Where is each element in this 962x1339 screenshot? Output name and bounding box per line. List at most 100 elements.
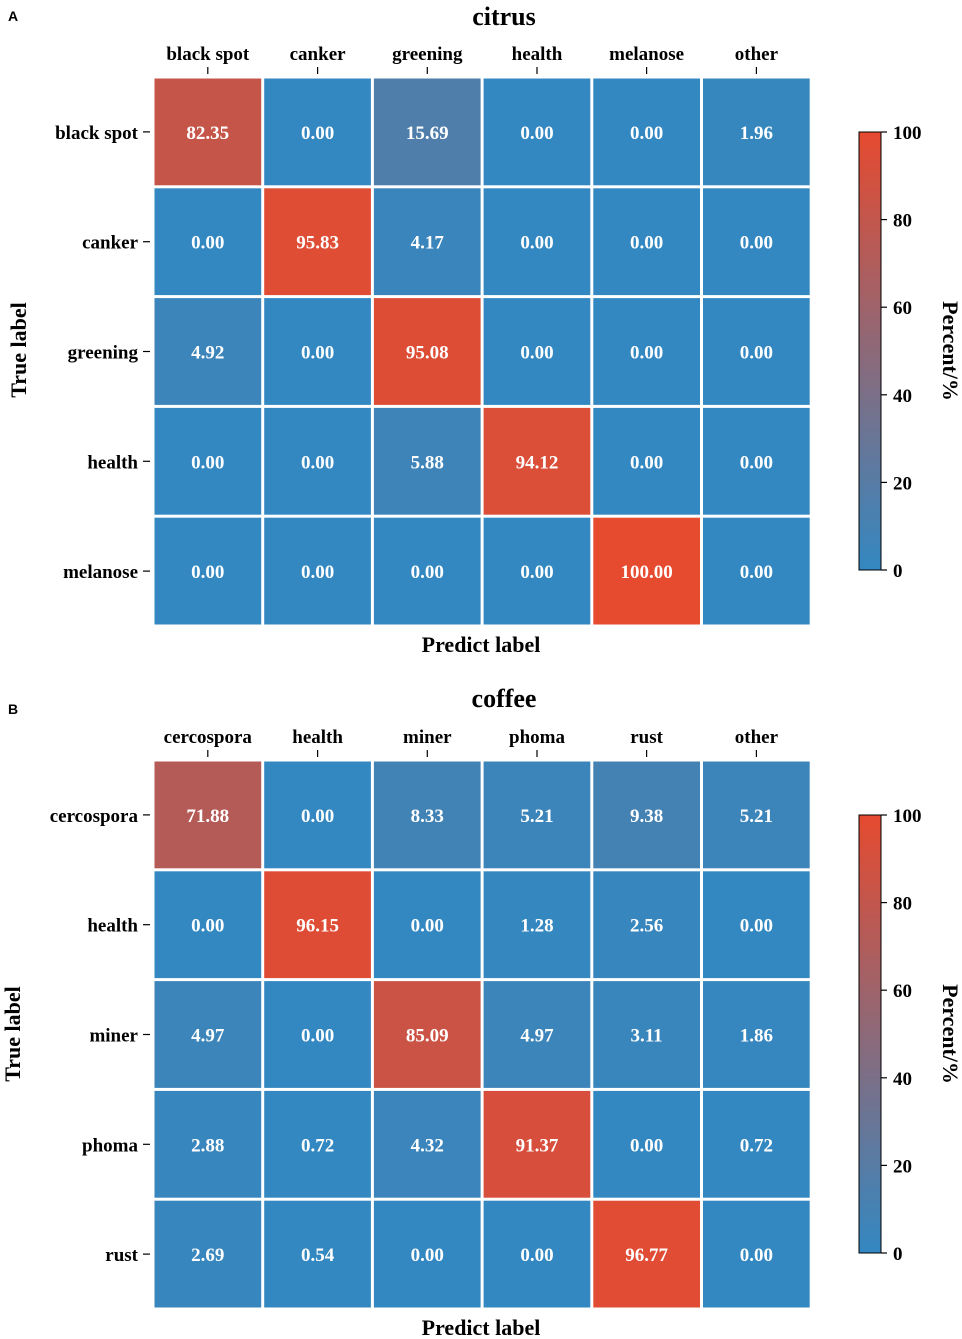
heatmap-cell-coffee <box>154 1200 262 1308</box>
heatmap-cell-citrus <box>593 78 700 186</box>
heatmap-cell-citrus <box>154 188 262 296</box>
heatmap-cell-citrus <box>593 298 700 405</box>
x-tick-label: health <box>512 44 563 65</box>
x-tick-label: melanose <box>609 44 684 65</box>
heatmap-cell-coffee <box>593 981 700 1088</box>
cell-value-label-coffee: 5.21 <box>740 806 773 827</box>
heatmap-cell-coffee <box>264 981 371 1088</box>
colorbar-tick-label: 40 <box>893 386 912 407</box>
cell-value-label-coffee: 0.00 <box>740 916 773 937</box>
heatmap-cell-coffee <box>154 981 262 1088</box>
heatmap-cell-coffee <box>703 1090 810 1198</box>
cell-value-label-coffee: 0.00 <box>740 1245 773 1266</box>
heatmap-cell-citrus <box>593 188 700 296</box>
x-tick-label: rust <box>630 727 663 748</box>
heatmap-cell-coffee <box>483 871 591 979</box>
colorbar-gradient <box>858 131 882 571</box>
cell-value-label-coffee: 5.21 <box>520 806 553 827</box>
heatmap-cell-citrus <box>373 517 481 625</box>
heatmap-cell-coffee <box>483 981 591 1088</box>
heatmap-cell-citrus <box>483 188 591 296</box>
cell-value-label-citrus: 4.92 <box>191 343 224 364</box>
heatmap-cell-coffee <box>703 871 810 979</box>
heatmap-cell-coffee <box>593 1090 700 1198</box>
heatmap-cell-coffee <box>373 1090 481 1198</box>
cell-value-label-coffee: 2.56 <box>630 916 663 937</box>
cell-value-label-coffee: 85.09 <box>406 1026 449 1047</box>
colorbar-tick-label: 20 <box>893 473 912 494</box>
heatmap-cell-citrus <box>154 298 262 405</box>
cell-value-label-citrus: 95.83 <box>296 233 339 254</box>
heatmap-cell-coffee <box>154 1090 262 1198</box>
heatmap-cell-coffee <box>703 1200 810 1308</box>
y-tick-label: melanose <box>63 562 138 583</box>
cell-value-label-citrus: 0.00 <box>301 123 334 144</box>
cell-value-label-coffee: 0.00 <box>301 806 334 827</box>
coffee-panel: B coffee Predict label True label Percen… <box>0 684 962 1339</box>
cell-value-label-citrus: 0.00 <box>191 233 224 254</box>
colorbar-tick-label: 100 <box>893 806 922 827</box>
heatmap-cell-citrus <box>373 188 481 296</box>
heatmap-cell-citrus <box>593 407 700 515</box>
heatmap-cell-coffee <box>593 871 700 979</box>
heatmap-cell-citrus <box>373 78 481 186</box>
y-tick-label: miner <box>89 1026 138 1047</box>
cell-value-label-citrus: 0.00 <box>630 123 663 144</box>
x-tick-labels-citrus: black spot canker greening health melanose ot… <box>166 44 779 74</box>
heatmap-cell-citrus <box>483 78 591 186</box>
cell-value-label-coffee: 0.00 <box>520 1245 553 1266</box>
y-tick-label: cercospora <box>50 806 139 827</box>
colorbar-gradient <box>858 814 882 1254</box>
cell-value-label-coffee: 0.00 <box>630 1135 663 1156</box>
colorbar-tick-label: 40 <box>893 1069 912 1090</box>
heatmap-cells-citrus: 82.35 0.00 15.69 0.00 0.00 1.96 0.00 95.83 4.17 0… <box>154 78 810 625</box>
cell-value-label-coffee: 3.11 <box>630 1026 662 1047</box>
cell-value-label-citrus: 94.12 <box>516 452 559 473</box>
heatmap-cell-coffee <box>703 761 810 869</box>
heatmap-cell-citrus <box>264 517 371 625</box>
colorbar-tick-label: 80 <box>893 894 912 915</box>
cell-value-label-citrus: 0.00 <box>301 343 334 364</box>
heatmap-cell-coffee <box>483 761 591 869</box>
colorbar-tick-label: 60 <box>893 981 912 1002</box>
colorbar-tick-label: 0 <box>893 561 903 582</box>
heatmap-cell-coffee <box>593 1200 700 1308</box>
colorbar-tick-label: 0 <box>893 1244 903 1265</box>
x-tick-label: miner <box>403 727 452 748</box>
heatmap-cell-citrus <box>593 517 700 625</box>
cell-value-label-citrus: 82.35 <box>186 123 229 144</box>
colorbar-tick-label: 60 <box>893 298 912 319</box>
x-axis-label-citrus: Predict label <box>422 632 541 657</box>
cell-value-label-coffee: 0.00 <box>301 1026 334 1047</box>
colorbar-coffee: 0 20 40 60 80 100 <box>858 806 922 1265</box>
cell-value-label-coffee: 9.38 <box>630 806 663 827</box>
heatmap-cell-coffee <box>483 1200 591 1308</box>
citrus-panel: A citrus Predict label True label Percen… <box>6 2 962 657</box>
x-tick-label: black spot <box>166 44 250 65</box>
y-tick-label: black spot <box>55 123 139 144</box>
cell-value-label-citrus: 0.00 <box>411 562 444 583</box>
cell-value-label-citrus: 95.08 <box>406 343 449 364</box>
cell-value-label-citrus: 0.00 <box>740 452 773 473</box>
colorbar-tick-label: 80 <box>893 211 912 232</box>
cell-value-label-coffee: 8.33 <box>411 806 444 827</box>
cell-value-label-citrus: 0.00 <box>740 343 773 364</box>
cell-value-label-citrus: 1.96 <box>740 123 773 144</box>
cell-value-label-coffee: 0.72 <box>740 1135 773 1156</box>
heatmap-cell-coffee <box>264 1090 371 1198</box>
heatmap-cell-coffee <box>264 871 371 979</box>
heatmap-cell-coffee <box>593 761 700 869</box>
cell-value-label-citrus: 0.00 <box>191 562 224 583</box>
cell-value-label-coffee: 0.00 <box>411 1245 444 1266</box>
heatmap-cell-citrus <box>703 407 810 515</box>
x-tick-label: health <box>292 727 343 748</box>
cell-value-label-citrus: 0.00 <box>191 452 224 473</box>
heatmap-cell-citrus <box>373 407 481 515</box>
cell-value-label-coffee: 0.54 <box>301 1245 335 1266</box>
cell-value-label-coffee: 4.32 <box>411 1135 444 1156</box>
panel-letter-a: A <box>8 8 18 24</box>
cell-value-label-coffee: 0.72 <box>301 1135 334 1156</box>
cell-value-label-citrus: 0.00 <box>520 233 553 254</box>
heatmap-cell-citrus <box>264 298 371 405</box>
